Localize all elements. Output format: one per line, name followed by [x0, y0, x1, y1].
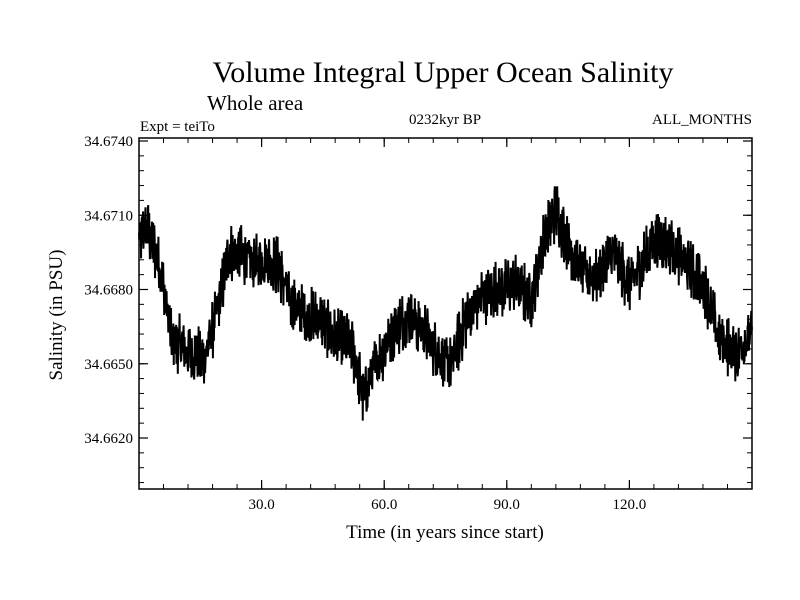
- y-tick-label: 34.6680: [84, 283, 133, 299]
- y-tick-label: 34.6650: [84, 357, 133, 373]
- y-tick-label: 34.6710: [84, 208, 133, 224]
- period-label: 0232kyr BP: [409, 112, 481, 128]
- salinity-series-line: [138, 186, 753, 421]
- months-label: ALL_MONTHS: [652, 112, 752, 128]
- y-tick-label: 34.6620: [84, 431, 133, 447]
- x-axis-label: Time (in years since start): [346, 522, 544, 543]
- x-tick-label: 60.0: [371, 497, 397, 513]
- x-tick-label: 90.0: [494, 497, 520, 513]
- y-axis-label: Salinity (in PSU): [46, 250, 67, 381]
- y-tick-label: 34.6740: [84, 134, 133, 150]
- plot-frame: [138, 137, 753, 490]
- chart-subtitle: Whole area: [207, 91, 304, 115]
- plot-area: 34.6740 34.6710 34.6680 34.6650 34.6620 30.0 6…: [84, 134, 753, 513]
- x-tick-label: 30.0: [248, 497, 274, 513]
- x-tick-label: 120.0: [613, 497, 647, 513]
- experiment-label: Expt = teiTo: [140, 119, 215, 135]
- chart-title: Volume Integral Upper Ocean Salinity: [213, 56, 674, 89]
